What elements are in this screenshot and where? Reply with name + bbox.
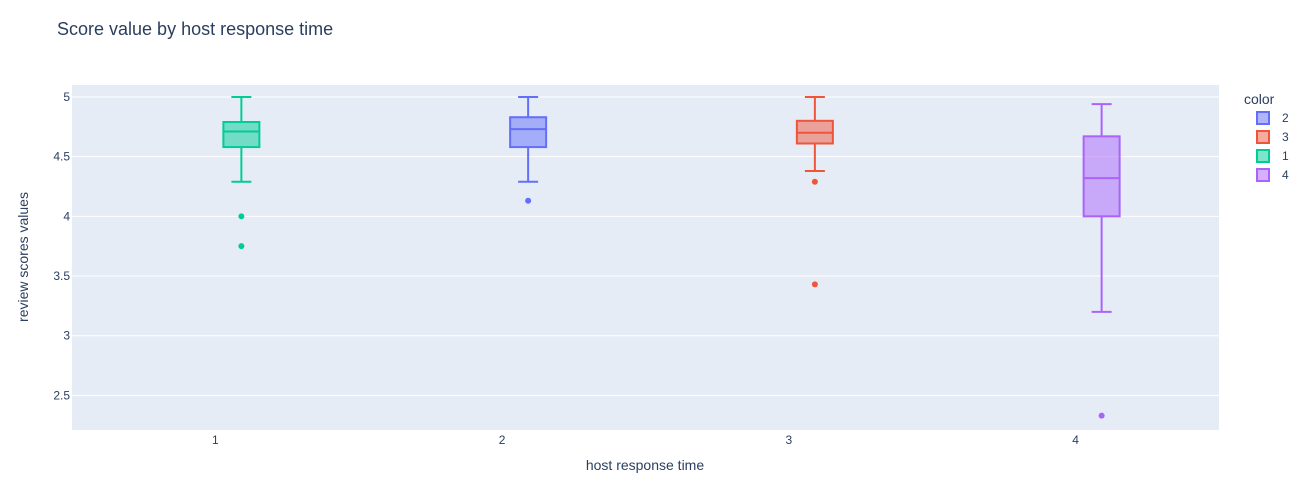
axis-ticks: 2.5 3 3.5 4 4.5 5 1 2 3 4 bbox=[53, 90, 1079, 447]
outlier-point bbox=[238, 243, 245, 250]
legend-label: 3 bbox=[1282, 130, 1289, 144]
y-tick-label: 4.5 bbox=[53, 150, 70, 164]
y-tick-label: 2.5 bbox=[53, 388, 70, 402]
y-tick-label: 3 bbox=[63, 329, 70, 343]
y-tick-label: 4 bbox=[63, 209, 70, 223]
legend: color 2 3 1 4 bbox=[1244, 91, 1289, 182]
box-iqr bbox=[1082, 135, 1121, 218]
legend-item-1: 1 bbox=[1256, 149, 1289, 163]
plot-area bbox=[72, 85, 1219, 430]
box-series-3 bbox=[795, 95, 834, 288]
legend-item-4: 4 bbox=[1256, 168, 1289, 182]
legend-label: 4 bbox=[1282, 168, 1289, 182]
y-axis-title: review scores values bbox=[15, 192, 31, 322]
legend-label: 1 bbox=[1282, 149, 1289, 163]
box-series-4 bbox=[1082, 103, 1121, 419]
outlier-point bbox=[1098, 412, 1105, 419]
outlier-point bbox=[811, 281, 818, 288]
y-tick-label: 3.5 bbox=[53, 269, 70, 283]
box-series-2 bbox=[509, 95, 548, 204]
chart-title: Score value by host response time bbox=[57, 19, 333, 39]
legend-title: color bbox=[1244, 91, 1275, 107]
legend-swatch bbox=[1256, 149, 1270, 163]
outlier-point bbox=[525, 197, 532, 204]
legend-swatch bbox=[1256, 130, 1270, 144]
outlier-point bbox=[238, 213, 245, 220]
box-series-1 bbox=[222, 95, 261, 250]
legend-item-2: 2 bbox=[1256, 111, 1289, 125]
gridlines bbox=[72, 96, 1219, 396]
y-tick-label: 5 bbox=[63, 90, 70, 104]
legend-swatch bbox=[1256, 168, 1270, 182]
legend-label: 2 bbox=[1282, 111, 1289, 125]
x-tick-label: 3 bbox=[786, 433, 793, 447]
outlier-point bbox=[811, 178, 818, 185]
legend-item-3: 3 bbox=[1256, 130, 1289, 144]
x-tick-label: 1 bbox=[212, 433, 219, 447]
box-series-group bbox=[222, 95, 1121, 419]
legend-swatch bbox=[1256, 111, 1270, 125]
x-tick-label: 4 bbox=[1072, 433, 1079, 447]
x-axis-title: host response time bbox=[586, 457, 704, 473]
box-iqr bbox=[222, 121, 261, 149]
box-iqr bbox=[509, 116, 548, 149]
x-tick-label: 2 bbox=[499, 433, 506, 447]
